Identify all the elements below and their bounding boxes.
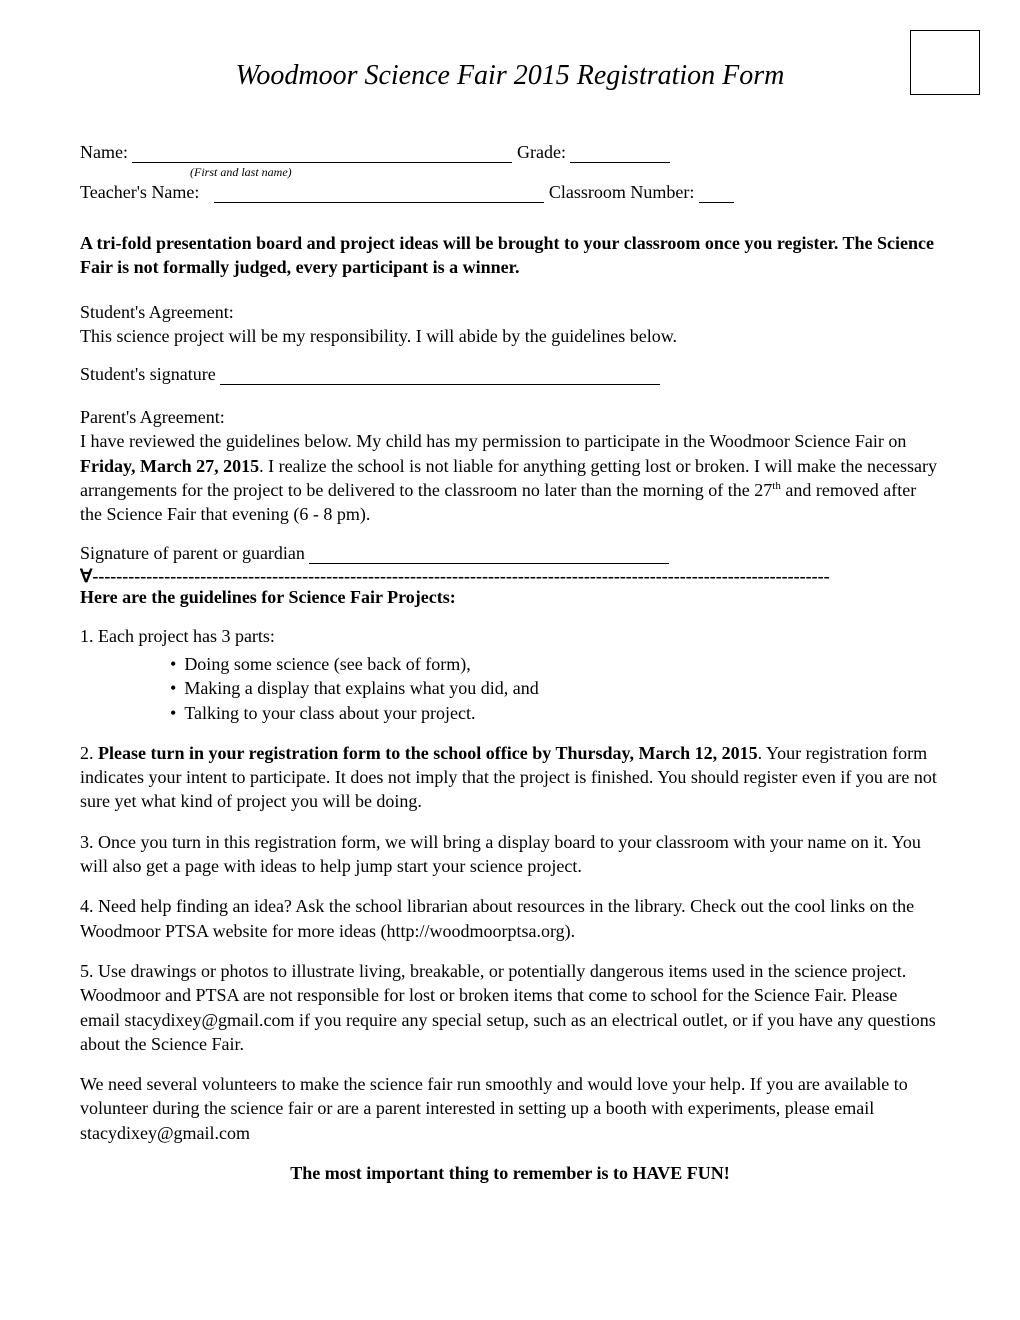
guideline-1-lead: 1. Each project has 3 parts: (80, 626, 275, 646)
name-row: Name: Grade: (80, 142, 940, 163)
teacher-row: Teacher's Name: Classroom Number: (80, 182, 940, 203)
forall-symbol: ∀ (80, 566, 92, 586)
guidelines-heading: Here are the guidelines for Science Fair… (80, 587, 940, 608)
first-last-hint: (First and last name) (190, 165, 940, 180)
student-agreement-body: This science project will be my responsi… (80, 326, 677, 346)
bullet-text: Talking to your class about your project… (184, 701, 475, 725)
bullet-row: • Making a display that explains what you… (170, 676, 940, 700)
teacher-label: Teacher's Name: (80, 182, 199, 202)
student-signature-line[interactable] (220, 369, 660, 385)
th-superscript: th (772, 480, 781, 492)
parent-signature-row: Signature of parent or guardian (80, 543, 940, 564)
bullet-row: • Doing some science (see back of form), (170, 652, 940, 676)
guideline-1-bullets: •Doing some science (see back of form), … (170, 652, 940, 725)
classroom-label: Classroom Number: (549, 182, 695, 202)
parent-agreement-heading: Parent's Agreement: (80, 407, 225, 427)
parent-agreement: Parent's Agreement: I have reviewed the … (80, 405, 940, 526)
divider: ∀---------------------------------------… (80, 566, 940, 587)
student-signature-label: Student's signature (80, 364, 216, 384)
bullet-text: Doing some science (see back of form), (184, 652, 470, 676)
classroom-input-line[interactable] (699, 185, 734, 203)
bullet-icon: • (170, 652, 176, 676)
guideline-4: 4. Need help finding an idea? Ask the sc… (80, 894, 940, 943)
bullet-row: • Talking to your class about your projec… (170, 701, 940, 725)
parent-agreement-date: Friday, March 27, 2015 (80, 456, 259, 476)
intro-bold: A tri-fold presentation board and projec… (80, 231, 940, 280)
guideline-3: 3. Once you turn in this registration fo… (80, 830, 940, 879)
parent-signature-label: Signature of parent or guardian (80, 543, 305, 563)
corner-box (910, 30, 980, 95)
guideline-1: 1. Each project has 3 parts: (80, 624, 940, 648)
parent-signature-line[interactable] (309, 548, 669, 564)
student-agreement: Student's Agreement: This science projec… (80, 300, 940, 349)
final-line: The most important thing to remember is … (80, 1163, 940, 1184)
student-signature-row: Student's signature (80, 364, 940, 385)
guideline-2: 2. Please turn in your registration form… (80, 741, 940, 814)
guideline-5: 5. Use drawings or photos to illustrate … (80, 959, 940, 1056)
parent-agreement-pre: I have reviewed the guidelines below. My… (80, 431, 906, 451)
bullet-text: Making a display that explains what you … (184, 676, 538, 700)
guideline-2-lead: 2. (80, 743, 98, 763)
name-label: Name: (80, 142, 128, 162)
name-input-line[interactable] (132, 145, 512, 163)
divider-dashes: ----------------------------------------… (92, 566, 829, 586)
bullet-icon: • (170, 676, 176, 700)
student-agreement-heading: Student's Agreement: (80, 302, 234, 322)
volunteer-paragraph: We need several volunteers to make the s… (80, 1072, 940, 1145)
grade-label: Grade: (517, 142, 566, 162)
grade-input-line[interactable] (570, 145, 670, 163)
guideline-2-bold: Please turn in your registration form to… (98, 743, 758, 763)
teacher-input-line[interactable] (214, 185, 544, 203)
page-title: Woodmoor Science Fair 2015 Registration … (80, 60, 940, 92)
bullet-icon: • (170, 701, 176, 725)
